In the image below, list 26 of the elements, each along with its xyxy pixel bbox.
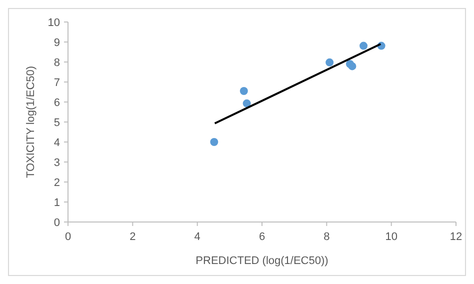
x-tick-label: 8	[324, 231, 330, 243]
y-tick-label: 4	[54, 137, 60, 149]
y-tick-label: 6	[54, 97, 60, 109]
point	[210, 138, 218, 146]
y-axis-title: TOXICITY log(1/EC50)	[25, 66, 37, 178]
y-tick-label: 9	[54, 37, 60, 49]
y-tick-label: 5	[54, 117, 60, 129]
point	[326, 58, 334, 66]
point	[242, 99, 251, 108]
y-tick-label: 0	[54, 217, 60, 229]
x-tick-label: 4	[194, 231, 200, 243]
y-tick-label: 3	[54, 157, 60, 169]
x-tick-label: 2	[130, 231, 136, 243]
x-tick-label: 0	[64, 231, 72, 243]
point	[240, 87, 248, 95]
point	[348, 62, 356, 70]
y-tick-label: 7	[54, 77, 60, 89]
y-tick-label: 8	[54, 57, 60, 69]
x-tick-label: 10	[385, 231, 398, 243]
y-tick-label: 1	[54, 197, 60, 209]
x-axis-title: PREDICTED (log(1/EC50))	[196, 255, 328, 267]
point	[360, 42, 368, 50]
x-tick-label: 12	[450, 231, 462, 243]
y-tick-label: 2	[54, 177, 60, 189]
x-tick-label: 6	[258, 231, 266, 243]
y-tick-label: 10	[48, 17, 60, 29]
